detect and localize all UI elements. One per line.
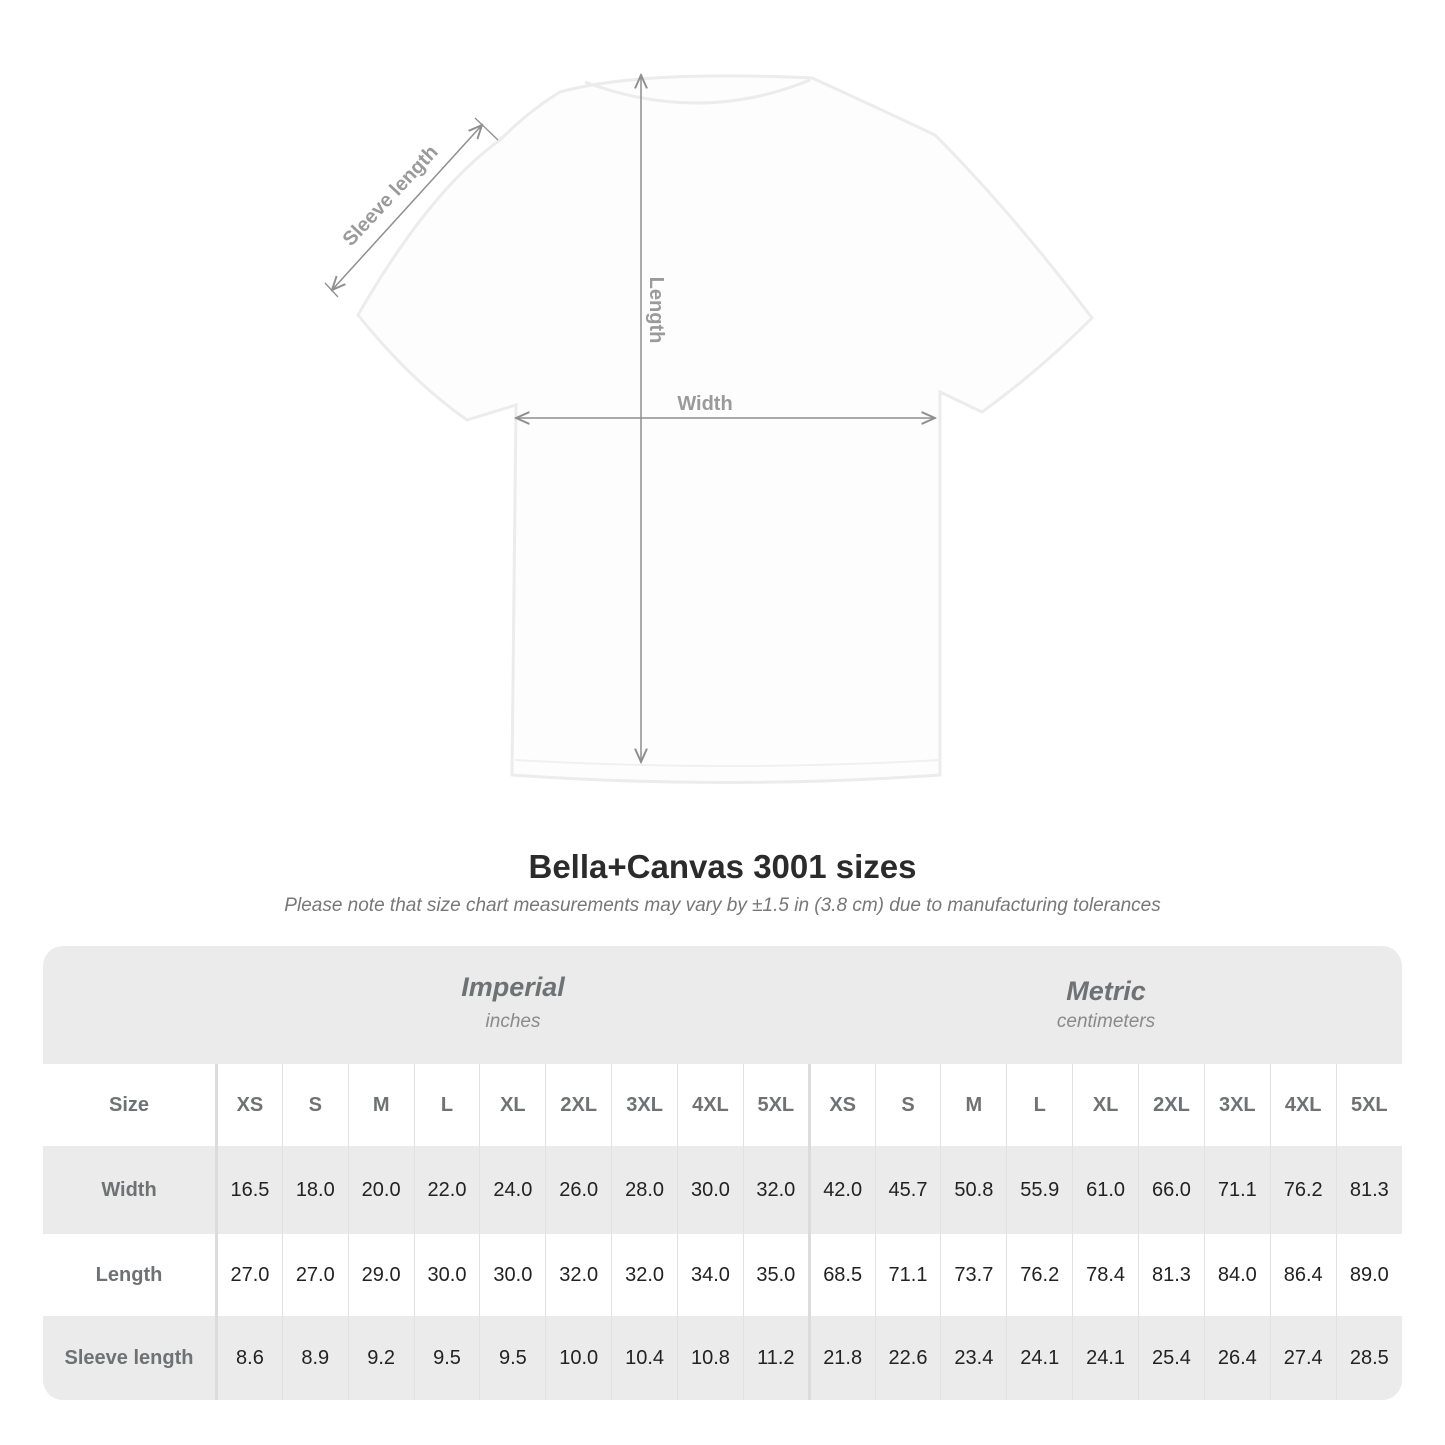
metric-cell: 21.8 — [807, 1316, 876, 1400]
imperial-cell: 28.0 — [611, 1146, 678, 1234]
imperial-unit: inches — [485, 1011, 541, 1032]
imperial-cell: 10.0 — [545, 1316, 612, 1400]
imperial-size-5XL: 5XL — [742, 1064, 810, 1146]
metric-cell: 76.2 — [1006, 1234, 1073, 1316]
metric-header: Metric centimeters — [810, 946, 1402, 1064]
imperial-cell: 9.5 — [413, 1316, 480, 1400]
width-label: Width — [677, 393, 732, 415]
row-label: Sleeve length — [43, 1316, 218, 1400]
imperial-size-M: M — [347, 1064, 415, 1146]
metric-size-4XL: 4XL — [1269, 1064, 1337, 1146]
metric-cell: 23.4 — [940, 1316, 1007, 1400]
imperial-cell: 32.0 — [742, 1146, 810, 1234]
tshirt-shape — [356, 74, 1094, 784]
imperial-cell: 32.0 — [611, 1234, 678, 1316]
imperial-cell: 20.0 — [347, 1146, 415, 1234]
metric-cell: 26.4 — [1203, 1316, 1271, 1400]
metric-size-M: M — [940, 1064, 1007, 1146]
metric-cell: 61.0 — [1072, 1146, 1139, 1234]
imperial-size-L: L — [413, 1064, 480, 1146]
metric-cell: 45.7 — [874, 1146, 941, 1234]
imperial-cell: 22.0 — [413, 1146, 480, 1234]
metric-cell: 22.6 — [874, 1316, 941, 1400]
imperial-cell: 24.0 — [479, 1146, 546, 1234]
imperial-cell: 9.5 — [479, 1316, 546, 1400]
chart-title: Bella+Canvas 3001 sizes — [528, 848, 917, 885]
metric-size-L: L — [1006, 1064, 1073, 1146]
imperial-cell: 32.0 — [545, 1234, 612, 1316]
imperial-size-XL: XL — [479, 1064, 546, 1146]
metric-size-3XL: 3XL — [1203, 1064, 1271, 1146]
metric-size-S: S — [874, 1064, 941, 1146]
size-header: Size — [43, 1064, 218, 1146]
table-row: Width 16.5 18.0 20.0 22.0 24.0 26.0 28.0 30.0 32.… — [43, 1146, 1402, 1234]
imperial-cell: 10.4 — [611, 1316, 678, 1400]
imperial-size-S: S — [281, 1064, 349, 1146]
row-label: Length — [43, 1234, 218, 1316]
imperial-size-2XL: 2XL — [545, 1064, 612, 1146]
table-row: Sleeve length 8.6 8.9 9.2 9.5 9.5 10.0 10.4 10.8… — [43, 1316, 1402, 1400]
length-label: Length — [645, 277, 667, 344]
metric-cell: 73.7 — [940, 1234, 1007, 1316]
metric-cell: 86.4 — [1269, 1234, 1337, 1316]
metric-cell: 68.5 — [807, 1234, 876, 1316]
imperial-cell: 8.9 — [281, 1316, 349, 1400]
imperial-size-3XL: 3XL — [611, 1064, 678, 1146]
metric-cell: 24.1 — [1006, 1316, 1073, 1400]
metric-cell: 81.3 — [1138, 1234, 1205, 1316]
imperial-cell: 30.0 — [479, 1234, 546, 1316]
imperial-cell: 29.0 — [347, 1234, 415, 1316]
metric-cell: 71.1 — [1203, 1146, 1271, 1234]
metric-cell: 55.9 — [1006, 1146, 1073, 1234]
metric-unit: centimeters — [1056, 1011, 1156, 1032]
metric-title: Metric — [1066, 976, 1146, 1006]
metric-cell: 66.0 — [1138, 1146, 1205, 1234]
chart-subtitle: Please note that size chart measurements… — [284, 895, 1161, 916]
imperial-cell: 35.0 — [742, 1234, 810, 1316]
sleeve-measure-line — [332, 125, 482, 290]
imperial-cell: 16.5 — [216, 1146, 283, 1234]
metric-cell: 24.1 — [1072, 1316, 1139, 1400]
size-table: Size XS S M L XL 2XL 3XL 4XL 5XL XS S M L XL 2XL 3XL 4XL 5… — [43, 1064, 1402, 1400]
row-label: Width — [43, 1146, 218, 1234]
size-table-container: Imperial inches Metric centimeters Size X… — [43, 946, 1402, 1400]
metric-size-XL: XL — [1072, 1064, 1139, 1146]
imperial-cell: 34.0 — [677, 1234, 744, 1316]
imperial-cell: 30.0 — [677, 1146, 744, 1234]
metric-cell: 28.5 — [1335, 1316, 1402, 1400]
metric-cell: 50.8 — [940, 1146, 1007, 1234]
imperial-cell: 27.0 — [216, 1234, 283, 1316]
metric-size-5XL: 5XL — [1335, 1064, 1402, 1146]
metric-size-XS: XS — [807, 1064, 876, 1146]
table-row: Length 27.0 27.0 29.0 30.0 30.0 32.0 32.0 34.0 35… — [43, 1234, 1402, 1316]
metric-cell: 25.4 — [1138, 1316, 1205, 1400]
imperial-cell: 8.6 — [216, 1316, 283, 1400]
table-header-row: Size XS S M L XL 2XL 3XL 4XL 5XL XS S M L XL 2XL 3XL 4XL 5… — [43, 1064, 1402, 1146]
metric-cell: 27.4 — [1269, 1316, 1337, 1400]
tshirt-diagram: Sleeve length Length Width — [324, 0, 1094, 784]
metric-cell: 81.3 — [1335, 1146, 1402, 1234]
imperial-cell: 18.0 — [281, 1146, 349, 1234]
imperial-size-XS: XS — [216, 1064, 283, 1146]
imperial-title: Imperial — [461, 972, 565, 1002]
imperial-cell: 27.0 — [281, 1234, 349, 1316]
metric-cell: 76.2 — [1269, 1146, 1337, 1234]
imperial-header: Imperial inches — [216, 946, 810, 1064]
imperial-cell: 26.0 — [545, 1146, 612, 1234]
metric-cell: 78.4 — [1072, 1234, 1139, 1316]
metric-cell: 84.0 — [1203, 1234, 1271, 1316]
metric-cell: 42.0 — [807, 1146, 876, 1234]
metric-cell: 71.1 — [874, 1234, 941, 1316]
imperial-cell: 30.0 — [413, 1234, 480, 1316]
imperial-cell: 10.8 — [677, 1316, 744, 1400]
imperial-cell: 9.2 — [347, 1316, 415, 1400]
imperial-cell: 11.2 — [742, 1316, 810, 1400]
imperial-size-4XL: 4XL — [677, 1064, 744, 1146]
metric-size-2XL: 2XL — [1138, 1064, 1205, 1146]
metric-cell: 89.0 — [1335, 1234, 1402, 1316]
